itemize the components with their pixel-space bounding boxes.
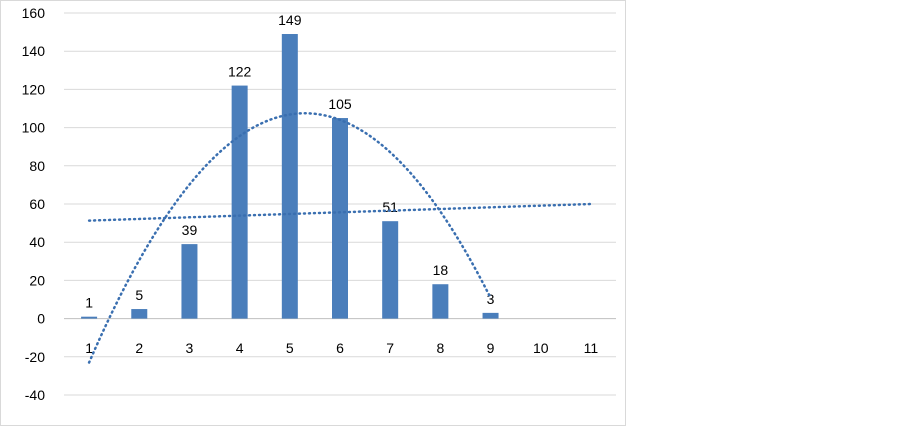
y-axis-tick-labels: -40 -20 0 20 40 60 80 100 120 140 160 bbox=[22, 5, 46, 403]
y-tick-label: 160 bbox=[22, 5, 46, 21]
chart-frame: -40 -20 0 20 40 60 80 100 120 140 160 1 2 3 4 5 6 7 8 9 10 1… bbox=[0, 0, 626, 426]
data-label: 149 bbox=[278, 12, 302, 28]
y-tick-label: 20 bbox=[29, 272, 45, 288]
linear-trendline bbox=[87, 202, 593, 222]
x-tick-label: 4 bbox=[236, 340, 244, 356]
bar bbox=[482, 312, 499, 319]
data-labels: 1 5 39 122 149 105 51 18 3 bbox=[85, 12, 494, 311]
y-tick-label: 0 bbox=[37, 311, 45, 327]
x-tick-label: 7 bbox=[386, 340, 394, 356]
data-label: 3 bbox=[487, 291, 495, 307]
bar bbox=[81, 316, 98, 319]
y-tick-label: 120 bbox=[22, 81, 46, 97]
y-tick-label: 60 bbox=[29, 196, 45, 212]
x-axis-tick-labels: 1 2 3 4 5 6 7 8 9 10 11 bbox=[85, 340, 598, 356]
bar bbox=[231, 85, 248, 319]
y-tick-label: 140 bbox=[22, 43, 46, 59]
bar bbox=[131, 309, 148, 319]
bar bbox=[432, 284, 449, 319]
x-tick-label: 6 bbox=[336, 340, 344, 356]
y-tick-label: 40 bbox=[29, 234, 45, 250]
y-tick-label: 100 bbox=[22, 120, 46, 136]
y-tick-label: -40 bbox=[25, 387, 45, 403]
data-label: 39 bbox=[182, 222, 198, 238]
y-tick-label: -20 bbox=[25, 349, 45, 365]
data-label: 5 bbox=[135, 287, 143, 303]
x-tick-label: 2 bbox=[135, 340, 143, 356]
bar bbox=[181, 244, 198, 319]
x-tick-label: 3 bbox=[186, 340, 194, 356]
bar bbox=[281, 34, 298, 319]
data-label: 122 bbox=[228, 64, 252, 80]
bar bbox=[332, 118, 348, 319]
data-label: 1 bbox=[85, 295, 93, 311]
data-label: 51 bbox=[382, 199, 398, 215]
trendlines bbox=[87, 112, 593, 364]
bar bbox=[382, 221, 399, 319]
x-tick-label: 10 bbox=[533, 340, 549, 356]
bars bbox=[81, 34, 499, 319]
x-tick-label: 9 bbox=[487, 340, 495, 356]
x-tick-label: 11 bbox=[584, 340, 599, 356]
polynomial-trendline bbox=[87, 112, 492, 364]
data-label: 105 bbox=[328, 96, 352, 112]
x-tick-label: 5 bbox=[286, 340, 294, 356]
x-tick-label: 8 bbox=[436, 340, 444, 356]
x-tick-label: 1 bbox=[85, 340, 93, 356]
y-tick-label: 80 bbox=[29, 158, 45, 174]
data-label: 18 bbox=[433, 262, 449, 278]
